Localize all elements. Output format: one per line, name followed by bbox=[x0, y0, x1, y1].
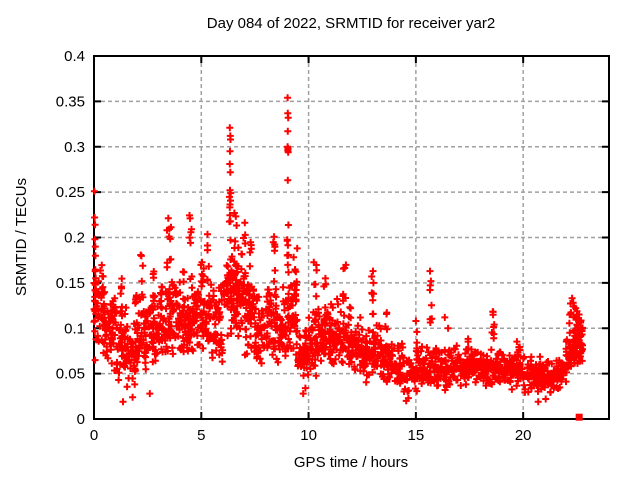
chart-title: Day 084 of 2022, SRMTID for receiver yar… bbox=[207, 15, 495, 32]
y-tick-label: 0.2 bbox=[64, 230, 85, 247]
y-tick-label: 0.4 bbox=[64, 48, 85, 65]
x-tick-label: 20 bbox=[515, 427, 532, 444]
y-tick-label: 0.1 bbox=[64, 320, 85, 337]
y-tick-label: 0.25 bbox=[56, 184, 85, 201]
x-tick-label: 0 bbox=[90, 427, 98, 444]
x-tick-label: 15 bbox=[408, 427, 425, 444]
y-tick-label: 0.15 bbox=[56, 275, 85, 292]
x-tick-label: 10 bbox=[300, 427, 317, 444]
y-tick-label: 0.35 bbox=[56, 93, 85, 110]
special-point-square bbox=[575, 413, 583, 421]
x-tick-label: 5 bbox=[197, 427, 205, 444]
y-tick-label: 0.05 bbox=[56, 366, 85, 383]
x-axis-label: GPS time / hours bbox=[294, 454, 408, 471]
y-axis-label: SRMTID / TECUs bbox=[13, 178, 30, 296]
scatter-points bbox=[90, 94, 586, 421]
y-tick-label: 0.3 bbox=[64, 139, 85, 156]
axis-tick-labels: 0 5 10 15 20 0 0.05 0.1 0.15 0.2 0.25 0.3 0.35 0.4 bbox=[56, 48, 532, 444]
y-tick-label: 0 bbox=[77, 411, 85, 428]
data-point-markers bbox=[90, 94, 586, 406]
axis-ticks bbox=[93, 55, 609, 420]
